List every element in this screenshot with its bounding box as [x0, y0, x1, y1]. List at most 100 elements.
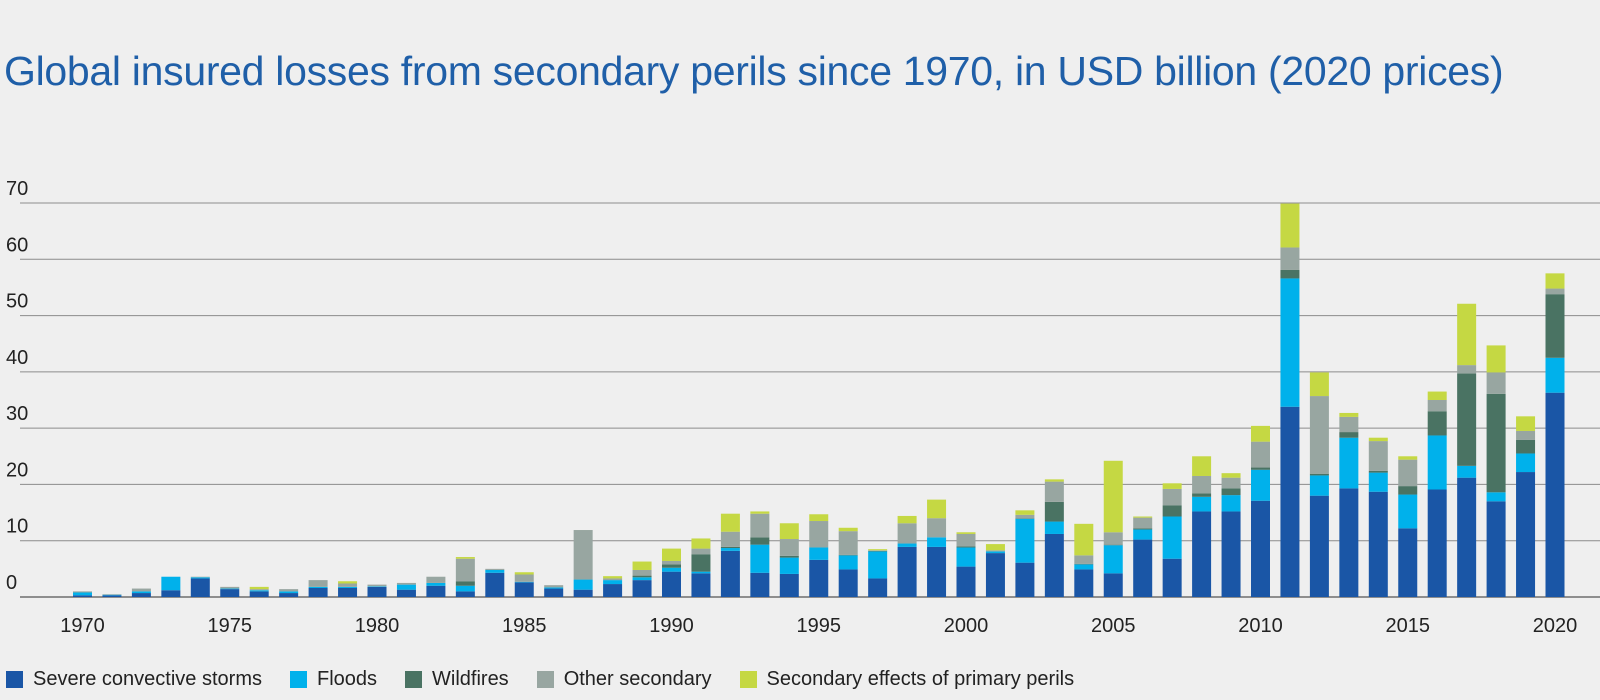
- bar-segment: [102, 595, 122, 597]
- legend-label: Other secondary: [563, 668, 712, 690]
- bar-segment: [603, 580, 623, 585]
- bar-segment: [897, 546, 917, 597]
- bar-segment: [1044, 533, 1064, 597]
- bar-segment: [1162, 505, 1182, 517]
- legend-swatch: [536, 671, 554, 688]
- bar-segment: [426, 582, 446, 586]
- x-tick-label: 2005: [1091, 615, 1136, 637]
- bar-segment: [249, 586, 269, 590]
- bar-segment: [220, 588, 240, 590]
- legend-item: Wildfires: [405, 668, 509, 691]
- bar-segment: [1486, 345, 1506, 373]
- bar-segment: [779, 539, 799, 556]
- bar-segment: [396, 589, 416, 597]
- bar-segment: [308, 586, 328, 588]
- bar-segment: [1074, 555, 1094, 564]
- bar-segment: [1015, 518, 1035, 563]
- bar-segment: [1457, 365, 1477, 374]
- bar-segment: [1545, 392, 1565, 597]
- bar-segment: [868, 549, 888, 551]
- bar-segment: [1339, 416, 1359, 433]
- bar-segment: [514, 574, 534, 582]
- legend-swatch: [405, 671, 423, 688]
- bar-segment: [750, 513, 770, 538]
- bar-segment: [956, 547, 976, 567]
- legend-label: Wildfires: [432, 668, 509, 690]
- bar-segment: [1309, 473, 1329, 476]
- bar-segment: [1457, 465, 1477, 478]
- bar-segment: [426, 576, 446, 583]
- bar-segment: [603, 578, 623, 581]
- bar-segment: [691, 548, 711, 555]
- legend-swatch: [289, 671, 307, 688]
- bar-segment: [1074, 569, 1094, 597]
- bar-segment: [720, 531, 740, 547]
- bar-segment: [338, 583, 358, 587]
- bar-segment: [897, 515, 917, 524]
- bar-segment: [985, 551, 1005, 554]
- bar-segment: [868, 550, 888, 551]
- bar-segment: [1339, 412, 1359, 417]
- bar-segment: [249, 589, 269, 591]
- bar-segment: [1545, 288, 1565, 295]
- bar-segment: [662, 567, 681, 572]
- bar-segment: [1044, 479, 1064, 482]
- bar-segment: [544, 588, 564, 597]
- bar-segment: [662, 560, 681, 565]
- bar-segment: [1398, 456, 1418, 460]
- legend-item: Other secondary: [536, 668, 712, 691]
- bar-segment: [1251, 425, 1270, 442]
- bar-segment: [956, 532, 976, 534]
- bar-segment: [838, 531, 858, 555]
- bar-segment: [1015, 562, 1035, 597]
- x-tick-label: 1980: [355, 615, 400, 637]
- y-tick-label: 50: [6, 291, 28, 313]
- bar-segment: [1044, 481, 1064, 502]
- bar-segment: [1516, 453, 1536, 473]
- bar-segment: [691, 573, 711, 597]
- bar-segment: [927, 499, 947, 519]
- bar-segment: [1309, 475, 1329, 496]
- bar-segment: [1427, 411, 1447, 436]
- bar-segment: [485, 572, 505, 597]
- bar-segment: [396, 582, 416, 585]
- bar-segment: [455, 591, 475, 597]
- bar-segment: [573, 589, 593, 597]
- bar-segment: [1221, 488, 1241, 496]
- bar-segment: [1192, 475, 1212, 494]
- bar-segment: [927, 518, 947, 538]
- bar-segment: [338, 587, 358, 597]
- bar-segment: [1251, 500, 1270, 597]
- bar-segment: [396, 584, 416, 590]
- legend-label: Severe convective storms: [33, 668, 262, 690]
- bar-segment: [809, 514, 829, 522]
- bar-segment: [691, 554, 711, 572]
- bar-segment: [1339, 488, 1359, 597]
- bar-segment: [1545, 357, 1565, 393]
- bar-segment: [1192, 511, 1212, 597]
- bar-segment: [1368, 470, 1388, 473]
- bar-segment: [1368, 491, 1388, 597]
- bar-segment: [73, 592, 92, 596]
- bar-segment: [1015, 510, 1035, 515]
- bar-segment: [897, 523, 917, 544]
- bar-segment: [1221, 477, 1241, 489]
- bar-segment: [544, 587, 564, 589]
- bar-segment: [1015, 518, 1035, 519]
- legend-swatch: [739, 671, 757, 688]
- bar-segment: [1015, 514, 1035, 519]
- bars: [73, 203, 1565, 597]
- bar-segment: [809, 559, 829, 597]
- bar-segment: [632, 569, 652, 576]
- bar-segment: [1516, 472, 1536, 597]
- bar-segment: [720, 513, 740, 532]
- axis-labels: 0 10 20 30 40 50 60 70 1970 1975 1980 1985 1990 1995 2…: [6, 178, 1577, 637]
- bar-segment: [750, 572, 770, 597]
- bar-segment: [1221, 495, 1241, 512]
- bar-segment: [1368, 441, 1388, 471]
- bar-segment: [1368, 472, 1388, 492]
- bar-segment: [1162, 558, 1182, 597]
- bar-segment: [1457, 303, 1477, 366]
- bar-segment: [779, 523, 799, 540]
- bar-segment: [573, 579, 593, 590]
